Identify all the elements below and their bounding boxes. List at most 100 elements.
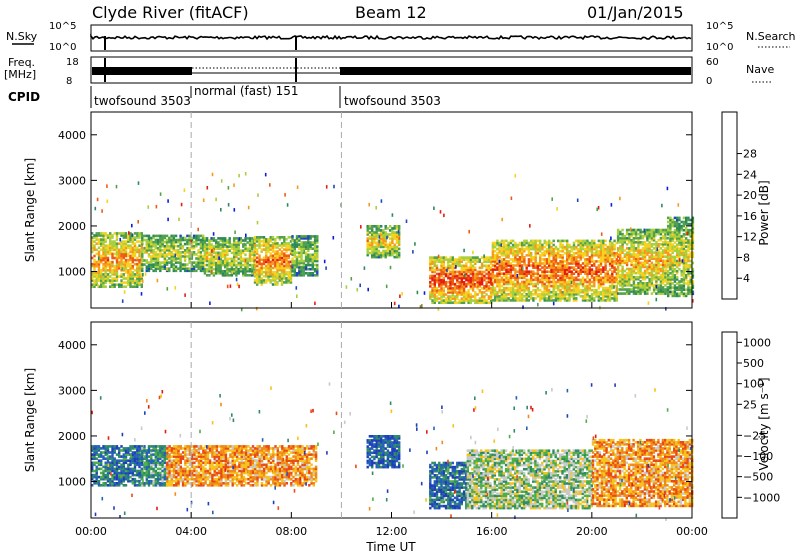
echo-cell <box>199 269 203 273</box>
echo-cell <box>521 241 524 245</box>
echo-cell <box>485 256 488 259</box>
echo-cell <box>178 217 180 222</box>
echo-cell <box>271 258 275 262</box>
echo-cell <box>228 261 231 265</box>
echo-cell <box>233 245 236 248</box>
echo-cell <box>491 268 495 271</box>
echo-cell <box>514 293 517 296</box>
echo-cell <box>563 284 567 288</box>
echo-cell <box>179 259 182 262</box>
echo-cell <box>487 289 491 292</box>
echo-cell <box>602 295 605 298</box>
echo-cell <box>630 269 633 273</box>
echo-cell <box>639 265 642 269</box>
echo-cell <box>276 275 279 278</box>
echo-cell <box>190 236 194 240</box>
echo-cell <box>507 243 510 247</box>
echo-cell <box>523 299 526 302</box>
echo-cell <box>224 251 227 255</box>
echo-cell <box>104 232 107 235</box>
echo-cell <box>102 477 105 481</box>
echo-cell <box>514 245 517 249</box>
echo-cell <box>689 235 692 238</box>
echo-cell <box>623 269 626 273</box>
echo-cell <box>93 248 96 252</box>
echo-cell <box>491 272 495 275</box>
echo-cell <box>195 253 198 256</box>
echo-cell <box>154 238 157 242</box>
echo-cell <box>664 273 667 277</box>
echo-cell <box>102 465 105 469</box>
echo-cell <box>604 239 607 243</box>
echo-cell <box>371 255 374 259</box>
echo-cell <box>251 259 254 263</box>
echo-cell <box>516 299 519 302</box>
echo-cell <box>307 247 310 250</box>
echo-cell <box>311 259 314 263</box>
echo-cell <box>100 258 103 262</box>
echo-cell <box>145 265 148 268</box>
echo-cell <box>507 272 510 275</box>
echo-cell <box>634 253 638 256</box>
echo-cell <box>673 286 677 289</box>
echo-cell <box>491 282 493 286</box>
echo-cell <box>274 272 277 276</box>
echo-cell <box>476 287 479 290</box>
echo-cell <box>579 280 582 284</box>
echo-cell <box>619 273 622 277</box>
echo-cell <box>673 261 677 265</box>
echo-cell <box>530 295 533 298</box>
echo-cell <box>523 249 526 253</box>
echo-cell <box>669 216 672 220</box>
echo-cell <box>100 240 103 243</box>
echo-cell <box>219 255 222 259</box>
echo-cell <box>433 264 436 268</box>
echo-cell <box>602 241 605 245</box>
echo-cell <box>276 236 279 239</box>
echo-cell <box>669 290 672 294</box>
echo-cell <box>124 252 128 256</box>
echo-cell <box>235 272 238 275</box>
echo-cell <box>226 249 229 252</box>
echo-cell <box>192 246 196 250</box>
echo-cell <box>267 266 270 270</box>
echo-cell <box>632 265 636 269</box>
echo-cell <box>115 236 119 239</box>
echo-cell <box>611 260 614 263</box>
echo-cell <box>650 277 654 281</box>
echo-cell <box>449 299 452 302</box>
echo-cell <box>462 289 466 292</box>
echo-cell <box>516 249 519 253</box>
echo-cell <box>498 259 501 264</box>
echo-cell <box>251 269 254 273</box>
echo-cell <box>93 475 96 479</box>
echo-cell <box>678 237 681 240</box>
echo-cell <box>293 255 296 259</box>
echo-cell <box>493 258 497 261</box>
echo-cell <box>267 264 270 268</box>
echo-cell <box>680 290 683 294</box>
echo-cell <box>276 266 279 270</box>
echo-cell <box>300 235 303 238</box>
echo-cell <box>548 288 551 292</box>
echo-cell <box>646 245 649 248</box>
echo-cell <box>630 232 633 236</box>
echo-cell <box>244 253 247 257</box>
echo-cell <box>615 272 618 275</box>
echo-cell <box>395 231 399 234</box>
echo-cell <box>289 246 293 249</box>
echo-cell <box>93 451 96 454</box>
echo-cell <box>545 288 549 292</box>
echo-cell <box>588 280 591 284</box>
echo-cell <box>226 267 229 271</box>
echo-cell <box>456 295 459 298</box>
echo-cell <box>563 286 567 290</box>
echo-cell <box>124 250 128 254</box>
echo-cell <box>657 255 660 258</box>
echo-cell <box>150 267 153 270</box>
echo-cell <box>95 475 98 479</box>
echo-cell <box>680 292 683 296</box>
echo-cell <box>561 256 564 259</box>
echo-cell <box>545 266 549 269</box>
